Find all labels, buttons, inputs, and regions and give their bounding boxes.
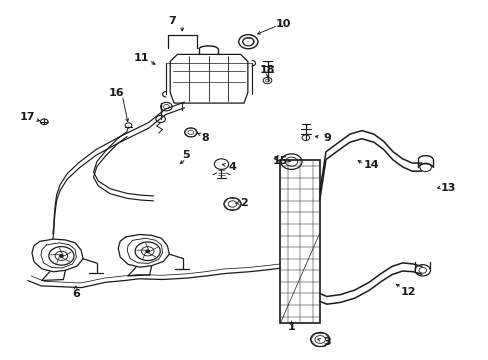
Text: 9: 9 xyxy=(323,133,330,143)
Text: 15: 15 xyxy=(272,156,287,166)
Circle shape xyxy=(145,250,149,253)
Text: 5: 5 xyxy=(182,150,189,159)
Text: 12: 12 xyxy=(400,287,415,297)
Text: 3: 3 xyxy=(323,337,330,347)
Text: 17: 17 xyxy=(20,112,36,122)
Bar xyxy=(280,160,319,323)
Text: 6: 6 xyxy=(72,289,80,298)
Text: 16: 16 xyxy=(108,87,123,98)
Text: 11: 11 xyxy=(133,53,149,63)
Text: 14: 14 xyxy=(363,160,379,170)
Text: 10: 10 xyxy=(276,19,291,29)
Text: 8: 8 xyxy=(201,133,209,143)
Circle shape xyxy=(60,255,63,257)
Text: 1: 1 xyxy=(287,323,295,333)
Text: 4: 4 xyxy=(228,162,236,172)
Text: 7: 7 xyxy=(167,15,175,26)
Text: 13: 13 xyxy=(440,183,455,193)
Text: 18: 18 xyxy=(259,65,275,75)
Text: 2: 2 xyxy=(240,198,248,208)
